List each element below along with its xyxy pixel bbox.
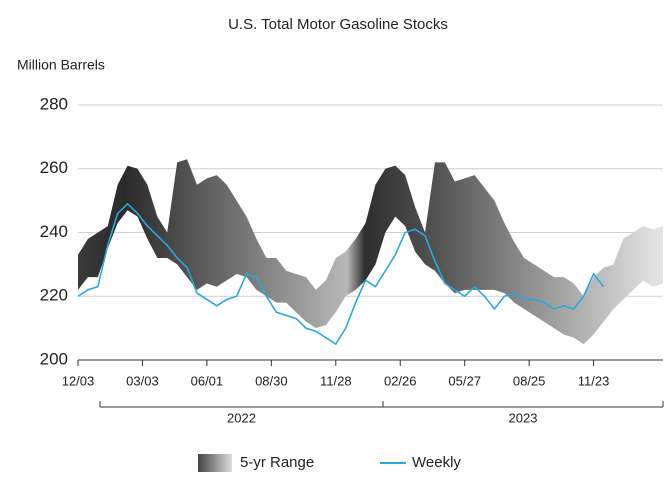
- plot-area: [77, 159, 663, 346]
- y-tick-label: 280: [40, 94, 68, 113]
- x-tick-label: 03/03: [126, 373, 159, 388]
- x-tick-label: 08/25: [513, 373, 546, 388]
- y-tick-label: 200: [40, 349, 68, 368]
- legend-label: 5-yr Range: [240, 454, 314, 471]
- axes: 200 220 240 260 280 12/03 03/03 06/01 08/30 11/28…: [40, 94, 664, 426]
- year-label: 2023: [509, 411, 538, 426]
- range-band: [78, 159, 663, 345]
- chart-title: U.S. Total Motor Gasoline Stocks: [228, 16, 448, 33]
- weekly-line: [77, 202, 605, 346]
- y-tick-label: 220: [40, 286, 68, 305]
- legend-swatch: [198, 454, 232, 472]
- legend-label: Weekly: [412, 454, 461, 471]
- x-tick-label: 08/30: [255, 373, 288, 388]
- x-tick-label: 06/01: [191, 373, 224, 388]
- x-tick-label: 05/27: [448, 373, 481, 388]
- legend: 5-yr Range Weekly: [198, 454, 461, 472]
- y-tick-label: 240: [40, 222, 68, 241]
- x-tick-label: 02/26: [384, 373, 417, 388]
- year-label: 2022: [227, 411, 256, 426]
- y-axis-label: Million Barrels: [17, 57, 105, 73]
- x-tick-label: 11/28: [320, 373, 352, 388]
- x-tick-label: 12/03: [62, 373, 95, 388]
- x-tick-label: 11/23: [578, 373, 610, 388]
- y-tick-label: 260: [40, 158, 68, 177]
